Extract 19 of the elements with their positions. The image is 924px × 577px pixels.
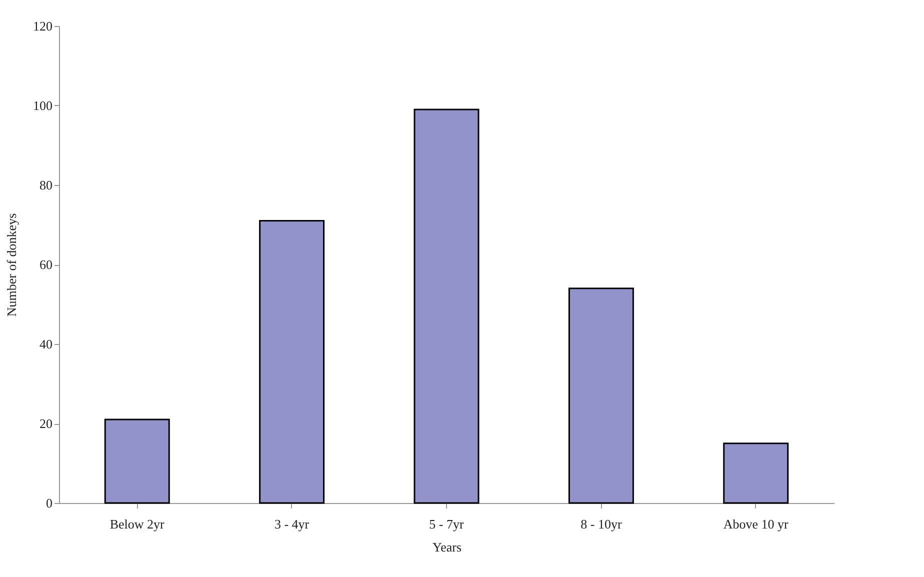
bar	[568, 288, 634, 504]
x-tick-label: 3 - 4yr	[274, 516, 310, 532]
x-tick-label: 5 - 7yr	[429, 516, 464, 532]
y-tick-label: 40	[40, 336, 52, 352]
bar	[104, 418, 170, 504]
bar	[414, 108, 480, 504]
bar	[723, 442, 789, 504]
y-tick-label: 60	[40, 257, 52, 272]
x-axis-title: Years	[432, 540, 462, 554]
x-tick-label: Above 10 yr	[723, 516, 790, 532]
bar	[259, 220, 325, 504]
y-tick-label: 80	[40, 178, 52, 192]
x-tick-label: 8 - 10yr	[580, 516, 622, 532]
y-tick-label: 100	[33, 98, 52, 113]
y-tick-label: 20	[40, 416, 52, 431]
y-tick-label: 0	[46, 496, 52, 510]
y-axis-title: Number of donkeys	[4, 213, 19, 317]
x-tick-label: Below 2yr	[110, 516, 166, 532]
y-tick-label: 120	[33, 18, 52, 34]
